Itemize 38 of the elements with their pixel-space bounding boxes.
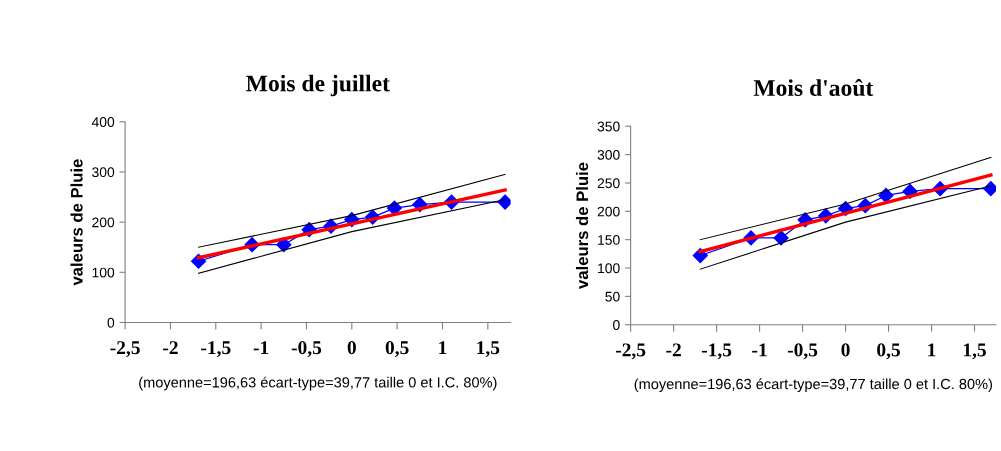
y-tick-label: 200 (92, 217, 115, 228)
x-tick-label: -2,5 (615, 343, 646, 360)
text: (moyenne=196,63 écart-type=39,77 taille 0 et I.C. 80%) (139, 376, 497, 391)
x-tick-label: 0,5 (385, 341, 409, 358)
text: (moyenne=196,63 écart-type=39,77 taille 0 et I.C. 80%) (634, 378, 992, 393)
y-tick-label: 50 (605, 291, 620, 302)
y-tick-label: 300 (597, 149, 620, 160)
x-tick-label: -2,5 (110, 341, 140, 358)
x-tick-label: -2 (163, 341, 178, 355)
x-tick-label: 1 (928, 343, 936, 357)
point (497, 194, 511, 210)
x-tick-label: -1 (752, 343, 767, 357)
chart-title: Mois d'août (753, 79, 874, 97)
x-tick-label: 0,5 (877, 343, 900, 360)
y-axis-title: valeurs de Pluie (70, 159, 83, 286)
y-tick-label: 350 (597, 121, 620, 132)
y-tick-label: 250 (597, 178, 620, 189)
x-tick-label: -2 (666, 343, 681, 357)
y-tick-label: 200 (597, 206, 620, 217)
y-tick-label: 100 (598, 263, 620, 274)
x-tick-label: -1 (253, 341, 269, 355)
y-tick-label: 0 (613, 320, 620, 330)
x-tick-label: -0,5 (787, 343, 818, 360)
y-tick-label: 300 (92, 167, 115, 178)
y-tick-label: 400 (91, 117, 115, 127)
y-tick-label: 100 (92, 267, 115, 278)
x-tick-label: -1,5 (701, 343, 732, 360)
x-tick-label: 1 (439, 341, 447, 355)
y-tick-label: 150 (598, 235, 620, 245)
y-tick-label: 0 (107, 317, 115, 328)
x-tick-label: 0 (841, 343, 850, 357)
chart-title: Mois de juillet (246, 74, 390, 97)
x-tick-label: -1,5 (201, 341, 231, 358)
x-tick-label: 1,5 (963, 343, 986, 360)
x-tick-label: 1,5 (477, 341, 500, 358)
x-tick-label: 0 (347, 341, 356, 355)
y-axis-title: valeurs de Pluie (575, 162, 589, 289)
x-tick-label: -0,5 (291, 341, 322, 358)
